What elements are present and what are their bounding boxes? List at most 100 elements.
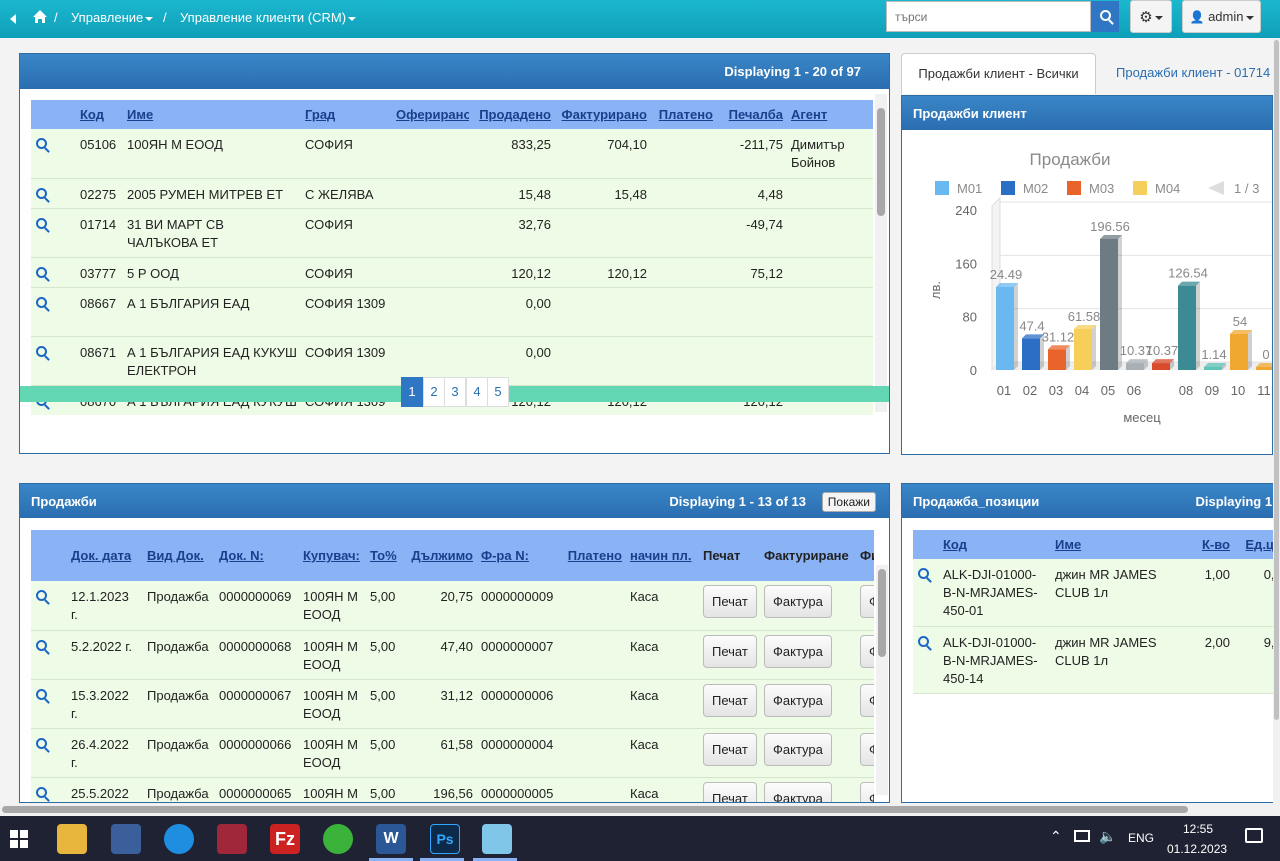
search-button[interactable]	[1091, 1, 1119, 32]
green-app-icon[interactable]	[323, 824, 353, 854]
col-name[interactable]: Име	[1051, 530, 1176, 559]
invoice-button[interactable]: Фактура	[764, 781, 832, 802]
clients-scroll-thumb[interactable]	[877, 108, 885, 216]
table-row[interactable]: 01714 31 ВИ МАРТ СВ ЧАЛЪКОВА ЕТ СОФИЯ 32,76…	[31, 208, 873, 258]
col-due[interactable]: Дължимо	[403, 530, 477, 581]
page-hscroll-thumb[interactable]	[2, 806, 1188, 813]
invoice-button[interactable]: Фактура	[764, 585, 832, 618]
page-1-button[interactable]: 1	[401, 377, 423, 407]
magnifier-icon[interactable]	[36, 138, 47, 149]
network-icon[interactable]	[1074, 830, 1090, 842]
clock-time[interactable]: 12:55	[1183, 822, 1214, 836]
settings-button[interactable]: ⚙	[1130, 0, 1172, 33]
extra-button[interactable]: Ф	[860, 781, 874, 802]
breadcrumb-management[interactable]: Управление	[71, 10, 154, 25]
legend-label[interactable]: M02	[1023, 181, 1048, 196]
col-offered[interactable]: Оферирано	[392, 100, 469, 129]
extra-button[interactable]: Ф	[860, 634, 874, 668]
col-agent[interactable]: Агент	[787, 100, 873, 129]
remote-app-icon[interactable]	[482, 824, 512, 854]
page-vertical-scrollbar[interactable]	[1273, 38, 1280, 816]
page-4-button[interactable]: 4	[466, 377, 488, 407]
back-arrow-icon[interactable]	[10, 14, 16, 24]
col-name[interactable]: Име	[123, 100, 301, 129]
col-buyer[interactable]: Купувач:	[299, 530, 366, 581]
table-row[interactable]: 5.2.2022 г. Продажба 0000000068 100ЯН М ЕОО…	[31, 630, 874, 680]
table-row[interactable]: 26.4.2022 г. Продажба 0000000066 100ЯН М ЕО…	[31, 728, 874, 778]
word-icon[interactable]: W	[376, 824, 406, 854]
col-doc-no[interactable]: Док. N:	[215, 530, 299, 581]
box-app-icon[interactable]	[217, 824, 247, 854]
photoshop-icon[interactable]: Ps	[430, 824, 460, 854]
notifications-icon[interactable]	[1245, 828, 1263, 843]
home-icon[interactable]	[32, 9, 48, 27]
table-row[interactable]: ALK-DJI-01000-B-N-MRJAMES-450-14 джин MR …	[913, 626, 1279, 694]
start-button[interactable]	[5, 824, 35, 854]
magnifier-icon[interactable]	[36, 737, 47, 749]
page-horizontal-scrollbar[interactable]	[0, 803, 1273, 816]
magnifier-icon[interactable]	[36, 590, 47, 601]
magnifier-icon[interactable]	[36, 786, 47, 798]
extra-button[interactable]: Ф	[860, 585, 874, 618]
volume-icon[interactable]: 🔈	[1099, 828, 1117, 844]
col-pct[interactable]: То%	[366, 530, 403, 581]
table-row[interactable]: 02275 2005 РУМЕН МИТРЕВ ЕТ С ЖЕЛЯВА 15,48 15…	[31, 178, 873, 209]
legend-label[interactable]: M04	[1155, 181, 1180, 196]
magnifier-icon[interactable]	[36, 266, 47, 278]
col-invoiced[interactable]: Фактурирано	[555, 100, 651, 129]
magnifier-icon[interactable]	[36, 688, 47, 700]
breadcrumb-crm[interactable]: Управление клиенти (CRM)	[180, 10, 357, 25]
magnifier-icon[interactable]	[36, 639, 47, 651]
table-row[interactable]: 08671 А 1 БЪЛГАРИЯ ЕАД КУКУШ ЕЛЕКТРОН СОФИ…	[31, 336, 873, 386]
col-pay-method[interactable]: начин пл.	[626, 530, 699, 581]
legend-label[interactable]: M01	[957, 181, 982, 196]
col-invoice-no[interactable]: Ф-ра N:	[477, 530, 560, 581]
tray-chevron-up-icon[interactable]: ⌃	[1050, 828, 1062, 844]
table-row[interactable]: 03777 5 Р ООД СОФИЯ 120,12 120,12 75,12	[31, 257, 873, 288]
tab-all[interactable]: Продажби клиент - Всички	[901, 53, 1096, 94]
extra-button[interactable]: Ф	[860, 732, 874, 766]
sales-scroll-thumb[interactable]	[878, 569, 886, 657]
clients-scrollbar[interactable]	[875, 94, 887, 412]
col-doc-date[interactable]: Док. дата	[67, 530, 143, 581]
clock-date[interactable]: 01.12.2023	[1167, 842, 1228, 856]
print-button[interactable]: Печат	[703, 732, 757, 766]
col-qty[interactable]: К-во	[1176, 530, 1234, 559]
teamviewer-icon[interactable]	[164, 824, 194, 854]
table-row[interactable]: 12.1.2023 г. Продажба 0000000069 100ЯН М ЕО…	[31, 581, 874, 631]
magnifier-icon[interactable]	[36, 345, 47, 357]
tab-client-01714[interactable]: Продажби клиент - 01714	[1116, 65, 1271, 80]
filezilla-icon[interactable]: Fz	[270, 824, 300, 854]
page-scroll-thumb[interactable]	[1274, 40, 1279, 720]
page-2-button[interactable]: 2	[423, 377, 445, 407]
table-row[interactable]: 15.3.2022 г. Продажба 0000000067 100ЯН М ЕО…	[31, 679, 874, 729]
magnifier-icon[interactable]	[36, 296, 47, 308]
table-row[interactable]: ALK-DJI-01000-B-N-MRJAMES-450-01 джин MR …	[913, 559, 1279, 627]
table-row[interactable]: 05106 100ЯН М ЕООД СОФИЯ 833,25 704,10 -211,7…	[31, 129, 873, 179]
sales-scrollbar[interactable]	[876, 565, 888, 795]
invoice-button[interactable]: Фактура	[764, 634, 832, 668]
table-row[interactable]: 08667 А 1 БЪЛГАРИЯ ЕАД СОФИЯ 1309 0,00	[31, 287, 873, 337]
legend-label[interactable]: M03	[1089, 181, 1114, 196]
print-button[interactable]: Печат	[703, 634, 757, 668]
magnifier-icon[interactable]	[36, 187, 47, 199]
language-indicator[interactable]: ENG	[1128, 831, 1155, 845]
legend-prev-icon[interactable]	[1208, 181, 1224, 195]
invoice-button[interactable]: Фактура	[764, 683, 832, 717]
user-menu-button[interactable]: 👤 admin	[1182, 0, 1261, 33]
search-input[interactable]	[886, 1, 1091, 32]
col-unit-price[interactable]: Ед.цен	[1234, 530, 1279, 559]
print-button[interactable]: Печат	[703, 585, 757, 618]
col-city[interactable]: Град	[301, 100, 392, 129]
page-5-button[interactable]: 5	[487, 377, 509, 407]
col-profit[interactable]: Печалба	[717, 100, 787, 129]
print-button[interactable]: Печат	[703, 781, 757, 802]
col-sold[interactable]: Продадено	[469, 100, 555, 129]
extra-button[interactable]: Ф	[860, 683, 874, 717]
magnifier-icon[interactable]	[918, 635, 929, 647]
col-paid[interactable]: Платено	[560, 530, 626, 581]
col-doc-type[interactable]: Вид Док.	[143, 530, 215, 581]
network-app-icon[interactable]	[111, 824, 141, 854]
col-code[interactable]: Код	[939, 530, 1051, 559]
